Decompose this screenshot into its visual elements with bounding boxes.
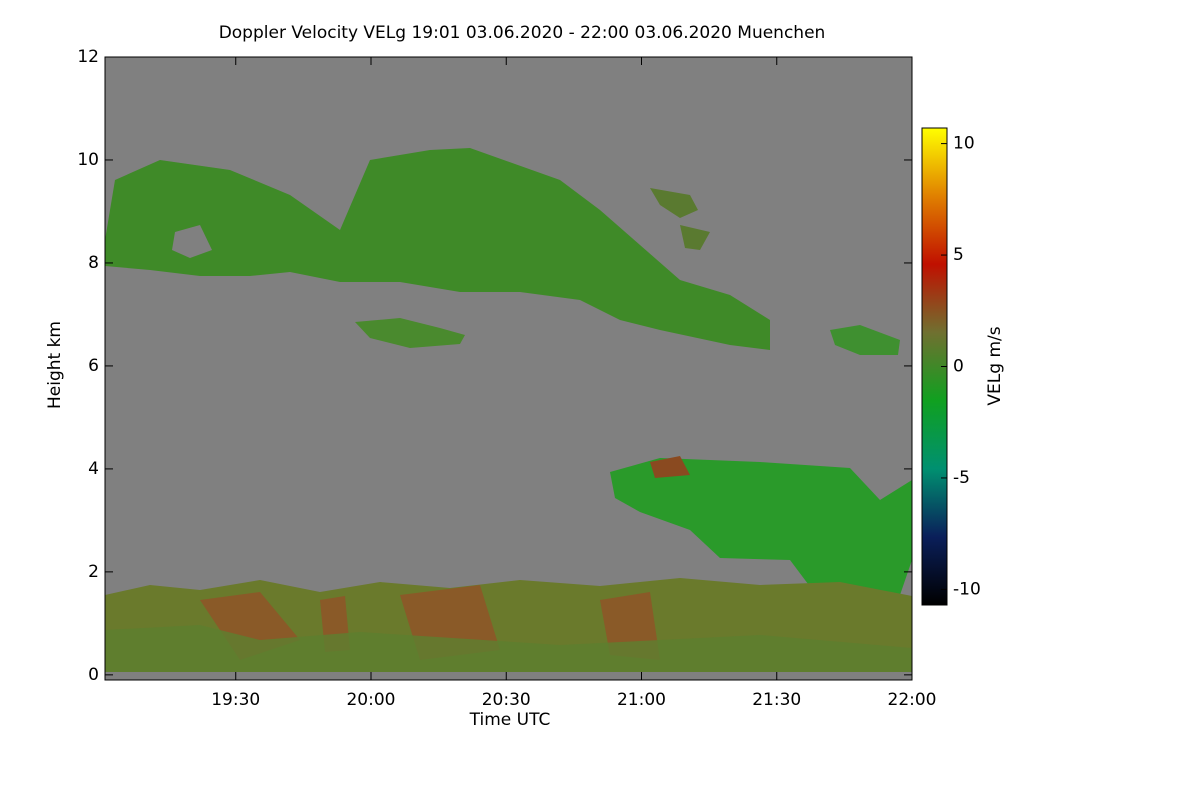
boundary-layer-core bbox=[200, 585, 660, 660]
colorbar-tick-label: -5 bbox=[953, 468, 970, 488]
boundary-layer-base bbox=[105, 625, 912, 672]
chart-title: Doppler Velocity VELg 19:01 03.06.2020 -… bbox=[219, 23, 826, 43]
cloud-lower bbox=[610, 458, 912, 600]
y-tick-label: 12 bbox=[77, 47, 99, 67]
y-tick-label: 10 bbox=[77, 150, 99, 170]
x-tick-label: 20:30 bbox=[482, 690, 531, 710]
plot-background bbox=[105, 57, 912, 680]
y-axis-label: Height km bbox=[45, 321, 65, 409]
x-tick-label: 21:00 bbox=[617, 690, 666, 710]
cloud-gap bbox=[172, 225, 212, 258]
x-tick-label: 22:00 bbox=[888, 690, 937, 710]
x-tick-label: 20:00 bbox=[346, 690, 395, 710]
colorbar-label: VELg m/s bbox=[985, 326, 1005, 405]
colorbar-tick-label: 0 bbox=[953, 357, 964, 377]
y-tick-label: 6 bbox=[88, 356, 99, 376]
y-tick-label: 2 bbox=[88, 562, 99, 582]
cloud-lower-core bbox=[650, 456, 690, 478]
cloud-mid bbox=[355, 318, 465, 348]
colorbar-tick-label: 10 bbox=[953, 134, 975, 154]
colorbar-tick-label: -10 bbox=[953, 579, 981, 599]
plot-frame bbox=[104, 56, 913, 681]
cloud-patch bbox=[650, 188, 710, 250]
cloud-upper bbox=[105, 148, 770, 350]
echo-field bbox=[105, 148, 912, 672]
x-tick-label: 19:30 bbox=[211, 690, 260, 710]
cloud-patch bbox=[830, 325, 900, 355]
y-tick-label: 4 bbox=[88, 459, 99, 479]
y-tick-label: 0 bbox=[88, 665, 99, 685]
x-tick-label: 21:30 bbox=[752, 690, 801, 710]
x-axis-label: Time UTC bbox=[469, 710, 551, 730]
y-tick-label: 8 bbox=[88, 253, 99, 273]
colorbar-tick-label: 5 bbox=[953, 245, 964, 265]
